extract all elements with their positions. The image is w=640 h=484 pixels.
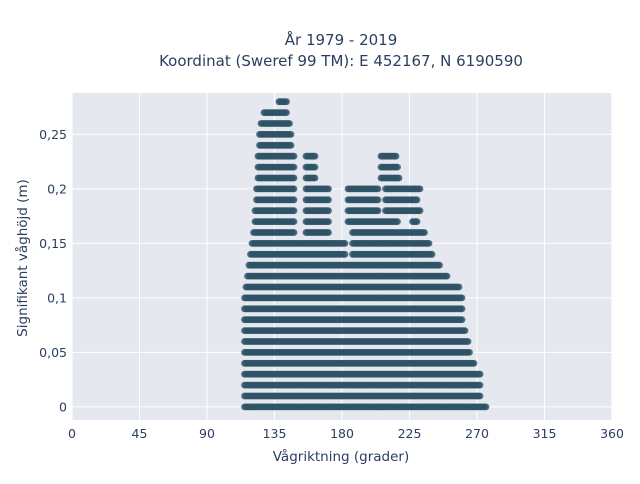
data-point — [325, 185, 332, 193]
data-point — [287, 131, 295, 138]
data-point — [443, 272, 451, 280]
data-point — [311, 174, 319, 182]
data-point — [470, 359, 478, 367]
data-point — [290, 152, 298, 160]
data-point — [416, 185, 424, 193]
data-point — [458, 294, 466, 302]
data-point — [341, 250, 349, 258]
data-point — [283, 109, 290, 116]
data-point — [455, 283, 463, 291]
data-point — [476, 381, 484, 389]
data-point — [458, 305, 466, 313]
x-tick-label: 360 — [600, 426, 624, 441]
data-point — [392, 152, 400, 160]
data-point — [290, 185, 298, 193]
x-axis-ticks: 0 45 90 135 180 225 270 315 360 — [68, 426, 624, 441]
data-point — [325, 207, 332, 215]
data-point — [482, 403, 490, 411]
chart-title-line-2: Koordinat (Sweref 99 TM): E 452167, N 61… — [159, 52, 523, 70]
data-point — [476, 370, 484, 378]
data-point — [341, 240, 349, 247]
data-point — [311, 152, 319, 160]
x-tick-label: 45 — [132, 426, 148, 441]
data-point — [394, 163, 401, 171]
data-point — [374, 207, 382, 215]
data-point — [413, 196, 421, 204]
y-tick-label: 0,1 — [47, 290, 67, 305]
y-tick-label: 0 — [59, 399, 67, 414]
data-point — [416, 207, 424, 215]
data-point — [461, 327, 469, 334]
y-tick-label: 0,15 — [39, 236, 67, 251]
data-point — [413, 218, 421, 226]
y-axis-ticks: 0 0,05 0,1 0,15 0,2 0,25 — [39, 127, 67, 415]
y-axis-title: Signifikant våghöjd (m) — [14, 179, 31, 337]
x-tick-label: 135 — [263, 426, 287, 441]
data-point — [290, 174, 298, 182]
data-point — [290, 163, 298, 171]
data-point — [466, 349, 473, 356]
data-point — [290, 207, 298, 215]
data-point — [476, 392, 484, 400]
data-point — [374, 196, 382, 204]
data-point — [325, 196, 332, 204]
data-point — [374, 185, 382, 193]
data-point — [421, 229, 428, 236]
x-axis-title: Vågriktning (grader) — [273, 448, 410, 465]
data-point — [290, 196, 298, 204]
x-tick-label: 180 — [330, 426, 354, 441]
y-tick-label: 0,2 — [47, 181, 67, 196]
data-points — [241, 98, 490, 411]
data-point — [325, 218, 332, 226]
data-point — [458, 316, 466, 324]
x-tick-label: 315 — [533, 426, 557, 441]
data-point — [425, 240, 433, 247]
data-point — [290, 218, 298, 226]
x-tick-label: 225 — [398, 426, 422, 441]
data-point — [286, 120, 293, 127]
data-point — [428, 250, 436, 258]
data-point — [436, 261, 443, 269]
data-point — [311, 163, 319, 171]
data-point — [464, 338, 472, 345]
data-point — [287, 141, 295, 149]
data-point — [395, 174, 403, 182]
x-tick-label: 0 — [68, 426, 76, 441]
data-point — [290, 229, 298, 236]
data-point — [394, 218, 401, 226]
y-tick-label: 0,05 — [39, 345, 67, 360]
y-tick-label: 0,25 — [39, 127, 67, 142]
data-point — [325, 229, 332, 236]
data-point — [283, 98, 290, 106]
x-tick-label: 90 — [199, 426, 215, 441]
x-tick-label: 270 — [465, 426, 489, 441]
chart-title-line-1: År 1979 - 2019 — [285, 30, 398, 49]
